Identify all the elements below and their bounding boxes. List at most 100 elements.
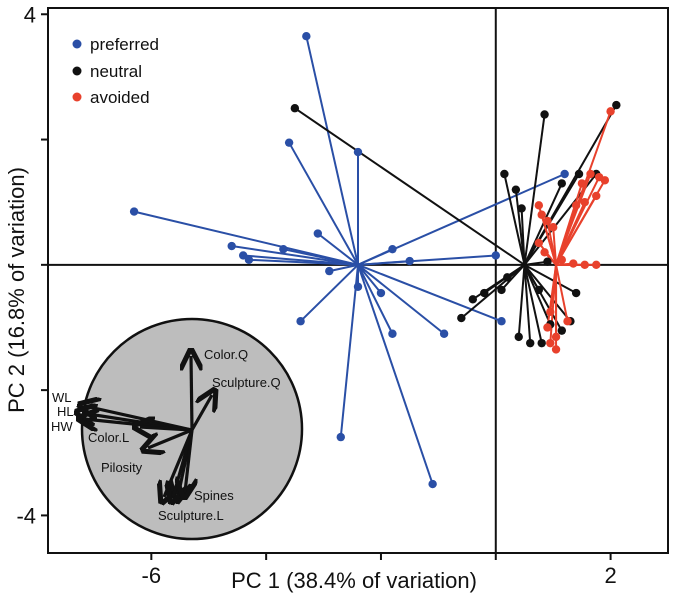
preferred-centroid-link	[357, 264, 394, 335]
neutral-point	[511, 185, 521, 194]
biplot-label-pilosity: Pilosity	[101, 460, 143, 475]
biplot-label-wl: WL	[52, 390, 72, 405]
legend-swatch-preferred	[72, 39, 82, 49]
preferred-point	[491, 251, 500, 260]
neutral-point	[517, 204, 526, 213]
avoided-point	[546, 307, 555, 317]
preferred-point	[376, 288, 386, 298]
neutral-point	[571, 288, 581, 298]
neutral-point	[514, 332, 523, 342]
avoided-centroid-link	[549, 264, 558, 312]
preferred-centroid-link	[283, 248, 359, 266]
biplot-label-sculpture-l: Sculpture.L	[158, 508, 224, 523]
avoided-centroid-link	[555, 264, 569, 322]
biplot-label-spines: Spines	[194, 488, 234, 503]
legend-label-neutral: neutral	[90, 62, 142, 81]
avoided-point	[571, 201, 581, 210]
tick-labels: -6 2 4 -4	[16, 2, 616, 588]
neutral-centroid-link	[517, 264, 526, 337]
preferred-centroid-link	[357, 264, 434, 485]
neutral-centroid-link	[520, 208, 526, 265]
neutral-centroid-link	[523, 264, 552, 325]
preferred-point	[560, 169, 569, 179]
avoided-point	[580, 260, 589, 270]
avoided-centroid-link	[555, 205, 578, 266]
neutral-point	[480, 288, 489, 298]
preferred-centroid-link	[299, 264, 359, 322]
x-tick-label: 2	[604, 563, 616, 588]
legend-swatch-neutral	[72, 66, 82, 76]
preferred-centroid-link	[231, 245, 359, 266]
neutral-point	[503, 273, 512, 282]
avoided-point	[551, 332, 561, 342]
preferred-centroid-link	[329, 263, 359, 273]
data-points	[129, 31, 621, 489]
legend-label-preferred: preferred	[90, 35, 159, 54]
neutral-point	[290, 104, 300, 113]
neutral-centroid-link	[523, 264, 540, 291]
avoided-point	[577, 179, 587, 188]
preferred-point	[497, 317, 506, 326]
legend: preferred neutral avoided	[72, 35, 159, 107]
neutral-point	[457, 313, 466, 323]
neutral-centroid-link	[500, 264, 526, 291]
preferred-centroid-link	[305, 35, 359, 266]
plot-border	[47, 7, 669, 554]
x-tick-label: -6	[142, 563, 162, 588]
neutral-point	[468, 295, 478, 304]
loadings-biplot: Color.Q Sculpture.Q WL HL HW Color.L Pil…	[51, 317, 304, 541]
neutral-centroid-link	[523, 173, 580, 266]
avoided-point	[546, 338, 555, 348]
biplot-label-color-l: Color.L	[88, 430, 129, 445]
avoided-point	[580, 197, 589, 207]
neutral-centroid-link	[523, 114, 546, 265]
legend-label-avoided: avoided	[90, 88, 150, 107]
avoided-point	[540, 248, 549, 257]
avoided-centroid-link	[555, 201, 586, 266]
preferred-point	[439, 329, 449, 338]
preferred-centroid-link	[317, 232, 359, 266]
x-axis-label: PC 1 (38.4% of variation)	[231, 568, 477, 593]
avoided-centroid-link	[552, 227, 558, 265]
legend-swatch-avoided	[72, 92, 82, 102]
neutral-point	[534, 285, 544, 295]
arrow-color-q	[191, 356, 192, 431]
preferred-point	[302, 31, 311, 41]
preferred-centroid-link	[339, 264, 359, 438]
biplot-label-hw: HW	[51, 419, 73, 434]
neutral-point	[543, 257, 552, 266]
neutral-point	[526, 338, 535, 348]
arrow-color-l	[140, 427, 193, 430]
avoided-point	[548, 223, 558, 232]
preferred-centroid-link	[357, 263, 502, 323]
preferred-centroid-link	[133, 210, 359, 266]
avoided-point	[534, 238, 544, 248]
neutral-point	[537, 338, 546, 348]
neutral-point	[500, 169, 509, 179]
avoided-point	[606, 107, 615, 116]
preferred-point	[284, 138, 294, 147]
neutral-centroid-link	[524, 263, 577, 294]
preferred-point	[325, 266, 334, 276]
avoided-point	[569, 259, 578, 268]
neutral-point	[557, 179, 566, 188]
neutral-centroid-link	[523, 264, 543, 344]
preferred-point	[388, 329, 397, 338]
preferred-point	[353, 282, 363, 291]
preferred-point	[405, 256, 414, 266]
avoided-point	[551, 345, 561, 354]
preferred-point	[238, 251, 248, 260]
neutral-point	[557, 326, 566, 335]
preferred-centroid-link	[248, 258, 359, 266]
avoided-centroid-link	[555, 195, 598, 266]
preferred-point	[388, 244, 397, 254]
avoided-point	[594, 172, 604, 182]
neutral-centroid-link	[523, 182, 563, 266]
arrow-pilosity	[148, 428, 193, 448]
preferred-point	[244, 255, 254, 265]
avoided-point	[592, 260, 601, 270]
y-axis-label: PC 2 (16.8% of variation)	[4, 167, 29, 413]
preferred-point	[353, 147, 363, 157]
preferred-point	[227, 241, 236, 251]
